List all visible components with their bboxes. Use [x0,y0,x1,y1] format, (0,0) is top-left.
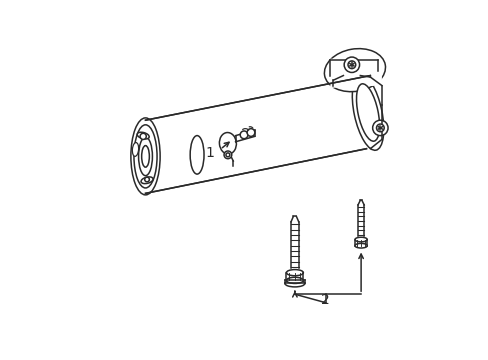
Circle shape [372,120,387,136]
Ellipse shape [285,280,305,287]
Ellipse shape [131,118,160,195]
Polygon shape [329,59,381,88]
Text: 2: 2 [321,293,329,307]
Circle shape [347,61,355,69]
Ellipse shape [219,132,236,154]
Text: 1: 1 [205,146,214,160]
Circle shape [144,177,149,182]
Ellipse shape [142,145,149,167]
Ellipse shape [141,177,153,184]
Ellipse shape [134,125,157,188]
Ellipse shape [137,132,149,139]
Circle shape [225,153,229,157]
Circle shape [246,129,254,136]
Circle shape [224,151,231,159]
Ellipse shape [138,137,152,176]
Circle shape [240,131,247,139]
Ellipse shape [354,243,366,248]
Circle shape [344,57,359,72]
Ellipse shape [356,84,379,141]
Ellipse shape [286,277,303,283]
Circle shape [376,124,384,132]
Ellipse shape [324,49,385,92]
Ellipse shape [354,237,366,242]
Ellipse shape [351,75,383,150]
Ellipse shape [286,270,303,276]
Ellipse shape [190,136,203,174]
Circle shape [140,133,146,139]
Polygon shape [145,76,369,193]
Ellipse shape [132,143,138,156]
